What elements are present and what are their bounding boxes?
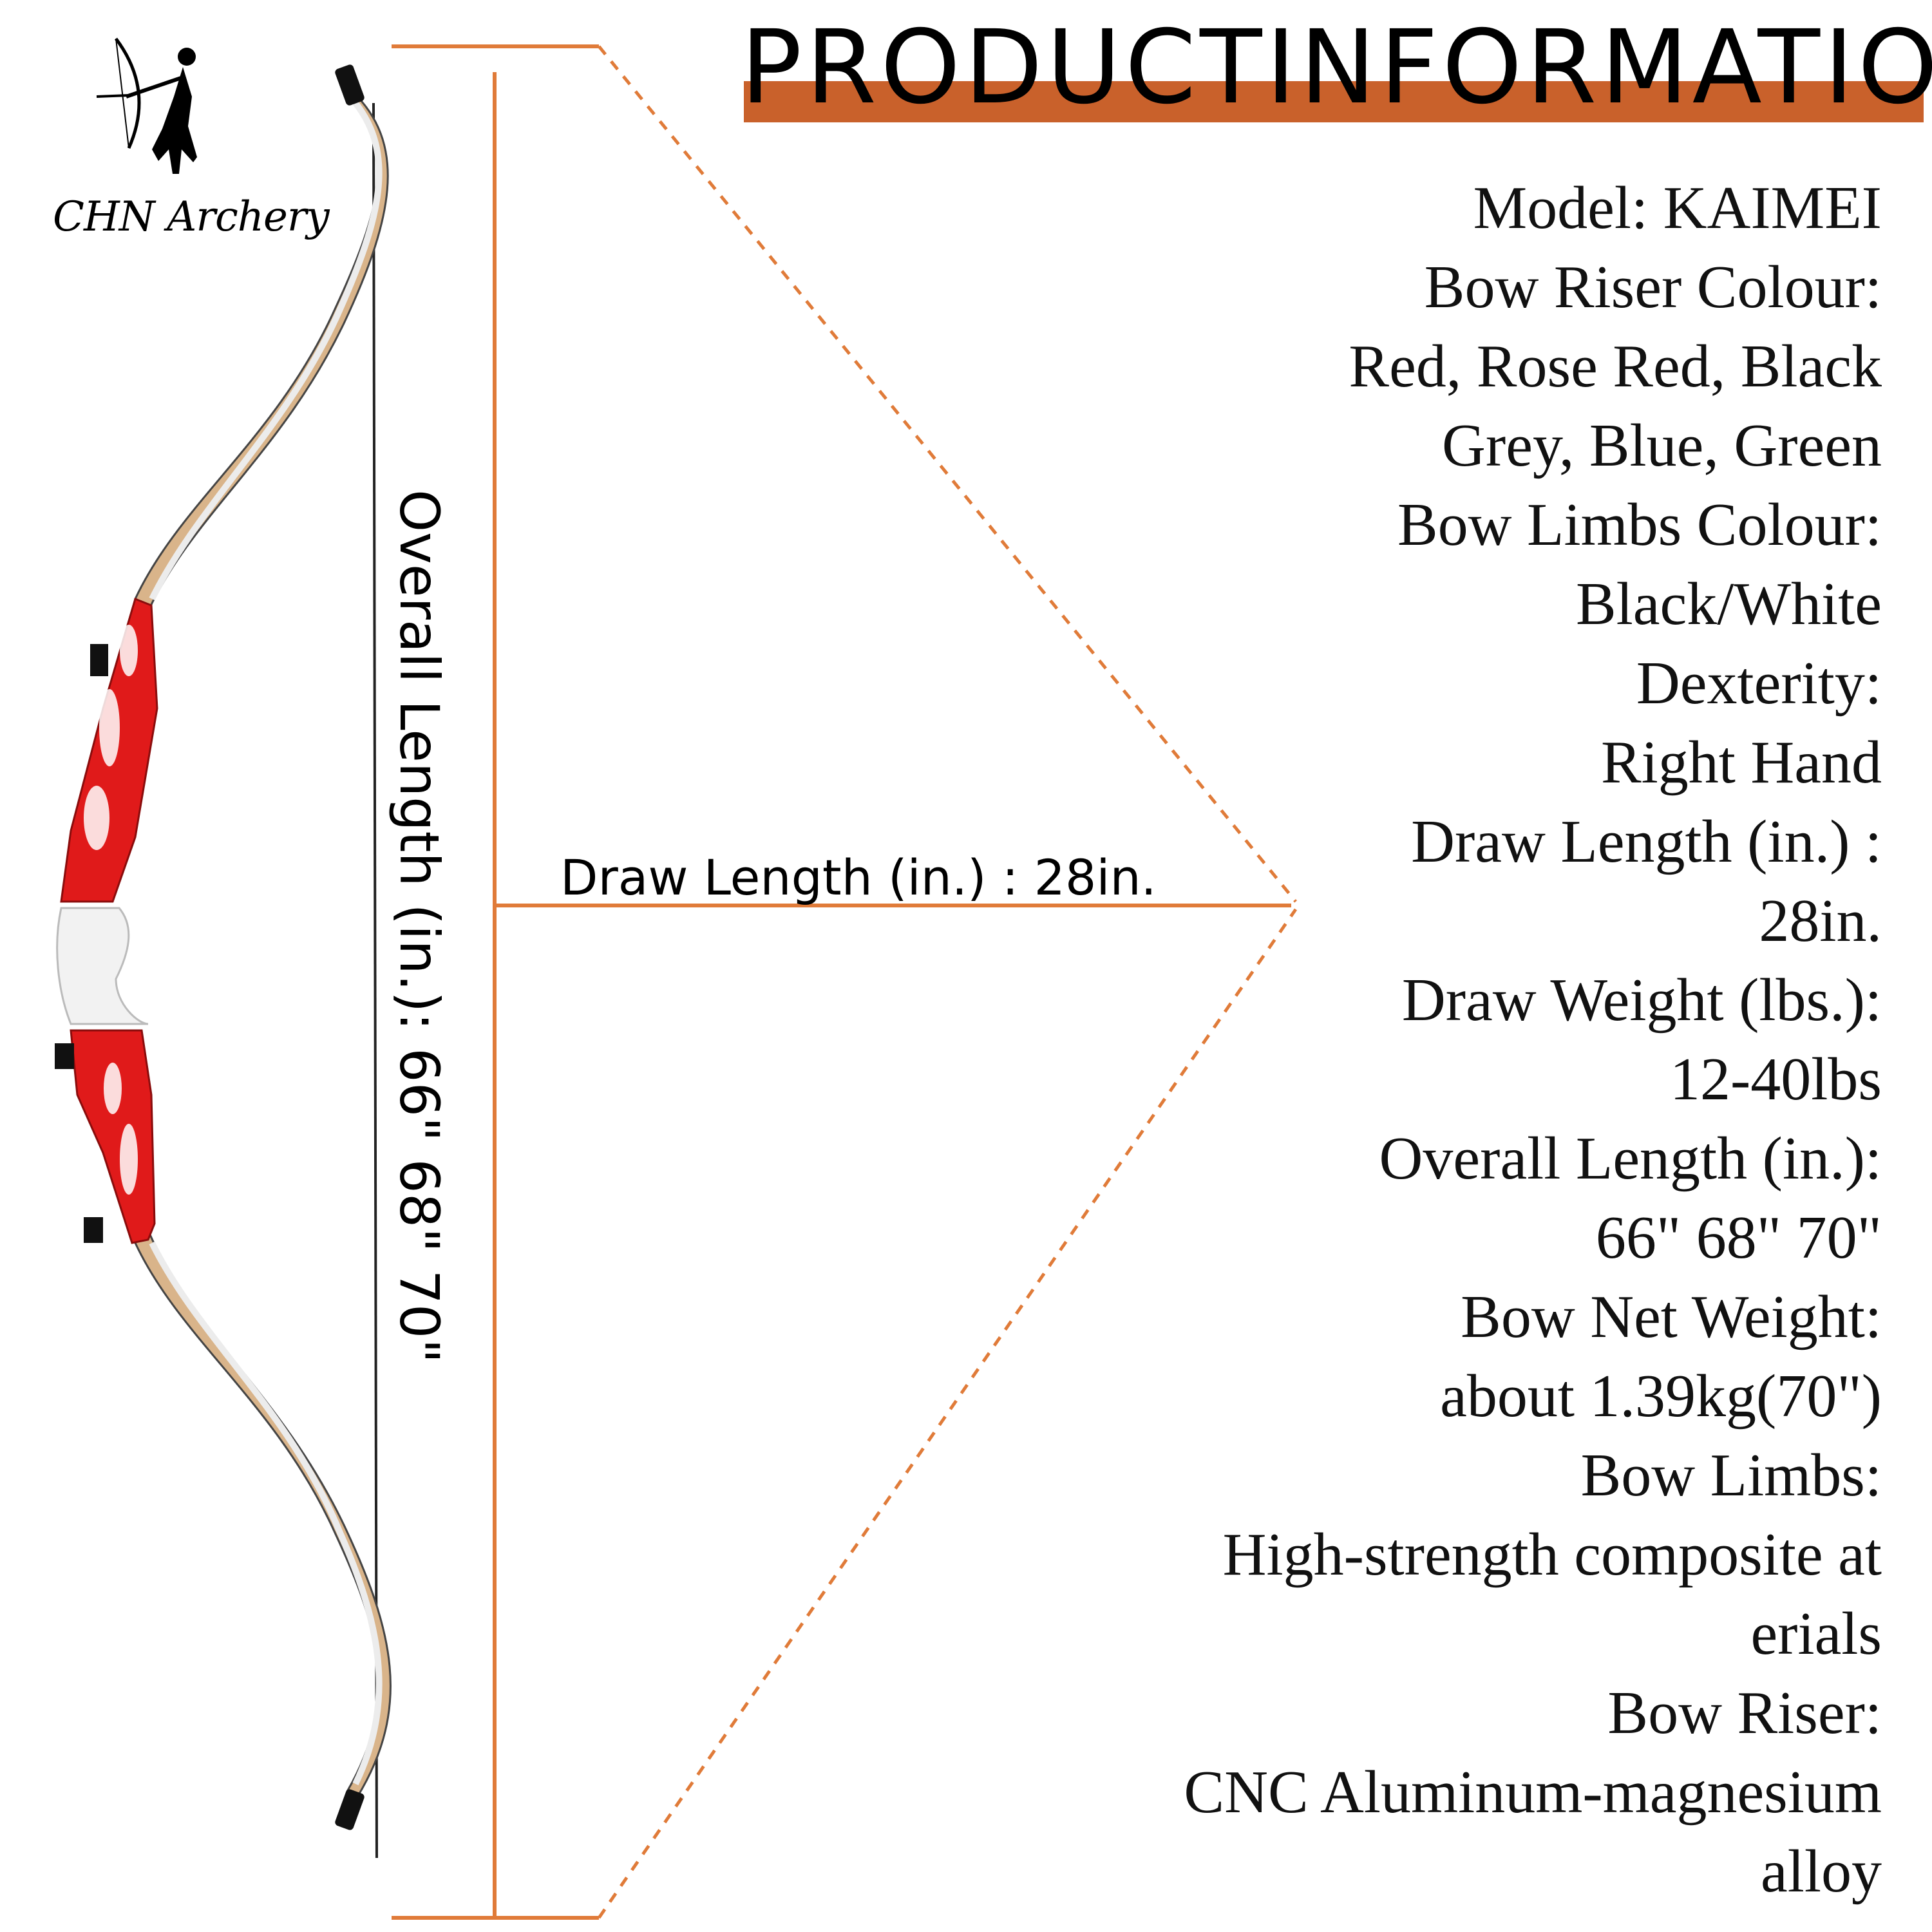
spec-line: Bow Limbs: bbox=[1580, 1442, 1882, 1509]
spec-line: Bow Limbs Colour: bbox=[1397, 491, 1882, 558]
title-underline-bar bbox=[744, 81, 1924, 122]
spec-line: Overall Length (in.): bbox=[1379, 1125, 1882, 1192]
brand-logo-text: CHN Archery bbox=[53, 193, 330, 241]
spec-line: Dexterity: bbox=[1636, 650, 1882, 717]
spec-line: Red, Rose Red, Black bbox=[1349, 333, 1882, 400]
spec-line: Grey, Blue, Green bbox=[1442, 412, 1882, 479]
spec-list: Model: KAIMEI Bow Riser Colour: Red, Ros… bbox=[916, 169, 1882, 1911]
spec-line: 12-40lbs bbox=[1670, 1046, 1882, 1113]
lower-limb bbox=[134, 1231, 392, 1830]
spec-line: Bow Riser: bbox=[1607, 1680, 1882, 1747]
draw-length-label: Draw Length (in.) : 28in. bbox=[560, 849, 1157, 906]
spec-line: High-strength composite at bbox=[1222, 1521, 1882, 1588]
spec-line: Bow Net Weight: bbox=[1461, 1283, 1882, 1350]
spec-line: 66" 68" 70" bbox=[1595, 1204, 1882, 1271]
spec-line: Draw Weight (lbs.): bbox=[1401, 967, 1882, 1034]
spec-line: Model: KAIMEI bbox=[1473, 175, 1882, 242]
spec-line: CNC Aluminum-magnesium bbox=[1184, 1759, 1882, 1826]
spec-line: alloy bbox=[1761, 1838, 1882, 1905]
page-title: PRODUCTINFORMATION bbox=[741, 8, 1932, 127]
spec-line: Right Hand bbox=[1600, 729, 1882, 796]
spec-line: Bow Riser Colour: bbox=[1424, 254, 1882, 321]
spec-line: erials bbox=[1750, 1600, 1882, 1667]
overall-length-indicator bbox=[392, 44, 1298, 1920]
spec-line: 28in. bbox=[1759, 887, 1882, 954]
overall-length-label: Overall Length (in.): 66" 68" 70" bbox=[388, 489, 451, 1364]
red-riser bbox=[55, 597, 158, 1244]
archer-logo-icon bbox=[96, 37, 197, 174]
spec-line: Black/White bbox=[1575, 571, 1882, 638]
bow-string bbox=[372, 102, 378, 1859]
spec-line: Draw Length (in.) : bbox=[1411, 808, 1882, 875]
spec-line: about 1.39kg(70") bbox=[1440, 1363, 1882, 1430]
